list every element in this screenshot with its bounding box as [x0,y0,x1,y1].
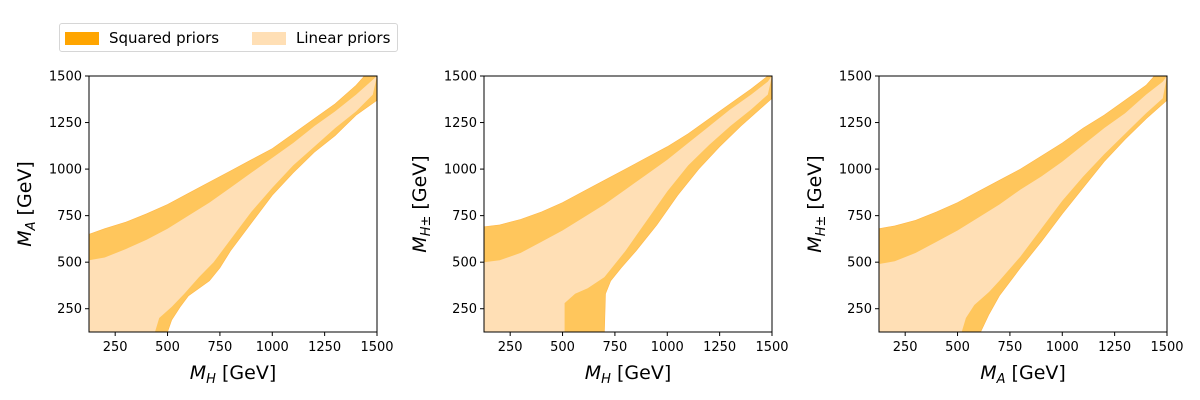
y-axis-symbol: M [804,236,826,252]
y-tick-label: 1250 [49,116,82,131]
x-tick-label: 500 [945,340,970,355]
x-axis-unit: [GeV] [1006,362,1066,384]
x-axis-label: MH [GeV] [585,362,671,387]
x-axis-label: MH [GeV] [190,362,276,387]
x-tick-label: 1250 [308,340,341,355]
x-axis-label: MA [GeV] [980,362,1066,387]
y-tick-label: 250 [847,302,872,317]
legend-item-squared: Squared priors [65,29,220,47]
y-tick-label: 1000 [49,163,82,178]
x-axis-symbol: M [190,362,206,384]
region-linear-priors [879,76,1167,332]
y-tick-label: 500 [57,256,82,271]
x-tick-label: 1500 [1150,340,1183,355]
legend-label-squared: Squared priors [109,29,220,47]
y-tick-label: 750 [452,209,477,224]
y-axis-subscript: A [24,221,39,231]
x-tick-label: 1000 [651,340,684,355]
y-tick-label: 1500 [839,70,872,85]
y-axis-symbol: M [14,230,36,246]
legend-swatch-linear [252,31,286,45]
x-tick-label: 1250 [703,340,736,355]
axes-frame [483,75,773,333]
x-tick-label: 1250 [1098,340,1131,355]
x-tick-label: 500 [550,340,575,355]
y-axis-symbol: M [409,236,431,252]
axes-frame [88,75,378,333]
y-tick-label: 750 [847,209,872,224]
x-tick-label: 250 [103,340,128,355]
y-tick-label: 250 [57,302,82,317]
y-tick-label: 1500 [444,70,477,85]
y-tick-label: 750 [57,209,82,224]
legend-label-linear: Linear priors [296,29,391,47]
y-axis-label: MA [GeV] [14,161,39,247]
x-tick-label: 250 [498,340,523,355]
x-axis-symbol: M [585,362,601,384]
y-tick-label: 500 [452,256,477,271]
legend: Squared priors Linear priors [59,23,398,52]
y-axis-label: MH± [GeV] [804,155,829,252]
x-axis-unit: [GeV] [611,362,671,384]
x-axis-unit: [GeV] [216,362,276,384]
x-tick-label: 500 [155,340,180,355]
x-tick-label: 750 [602,340,627,355]
x-tick-label: 250 [893,340,918,355]
x-axis-symbol: M [980,362,996,384]
x-tick-label: 1500 [360,340,393,355]
x-axis-subscript: H [206,372,216,387]
x-axis-subscript: A [996,372,1006,387]
legend-item-linear: Linear priors [252,29,391,47]
region-linear-priors [89,76,377,332]
chart-panel-2: 250 500 750 1000 1250 1500 250 500 750 1000 1250 15… [409,70,789,388]
x-tick-label: 1500 [755,340,788,355]
x-tick-label: 1000 [256,340,289,355]
y-axis-subscript: H± [419,216,434,237]
y-tick-label: 1000 [839,163,872,178]
axes-frame [878,75,1168,333]
x-tick-label: 750 [207,340,232,355]
y-tick-label: 1500 [49,70,82,85]
x-axis-subscript: H [601,372,611,387]
y-tick-label: 250 [452,302,477,317]
chart-plot-area [89,76,377,332]
x-tick-label: 1000 [1046,340,1079,355]
y-axis-unit: [GeV] [804,155,826,215]
y-axis-label: MH± [GeV] [409,155,434,252]
y-tick-label: 1250 [839,116,872,131]
y-tick-label: 1250 [444,116,477,131]
chart-plot-area [879,76,1167,332]
y-axis-unit: [GeV] [14,161,36,221]
y-axis-unit: [GeV] [409,155,431,215]
x-tick-label: 750 [997,340,1022,355]
chart-plot-area [484,76,772,332]
y-tick-label: 1000 [444,163,477,178]
chart-panel-3: 250 500 750 1000 1250 1500 250 500 750 1000 1250 15… [804,70,1184,388]
chart-panel-1: 250 500 750 1000 1250 1500 250 500 750 1000 1250 15… [14,70,394,388]
y-tick-label: 500 [847,256,872,271]
legend-swatch-squared [65,31,99,45]
y-axis-subscript: H± [814,216,829,237]
region-linear-priors [484,76,772,332]
